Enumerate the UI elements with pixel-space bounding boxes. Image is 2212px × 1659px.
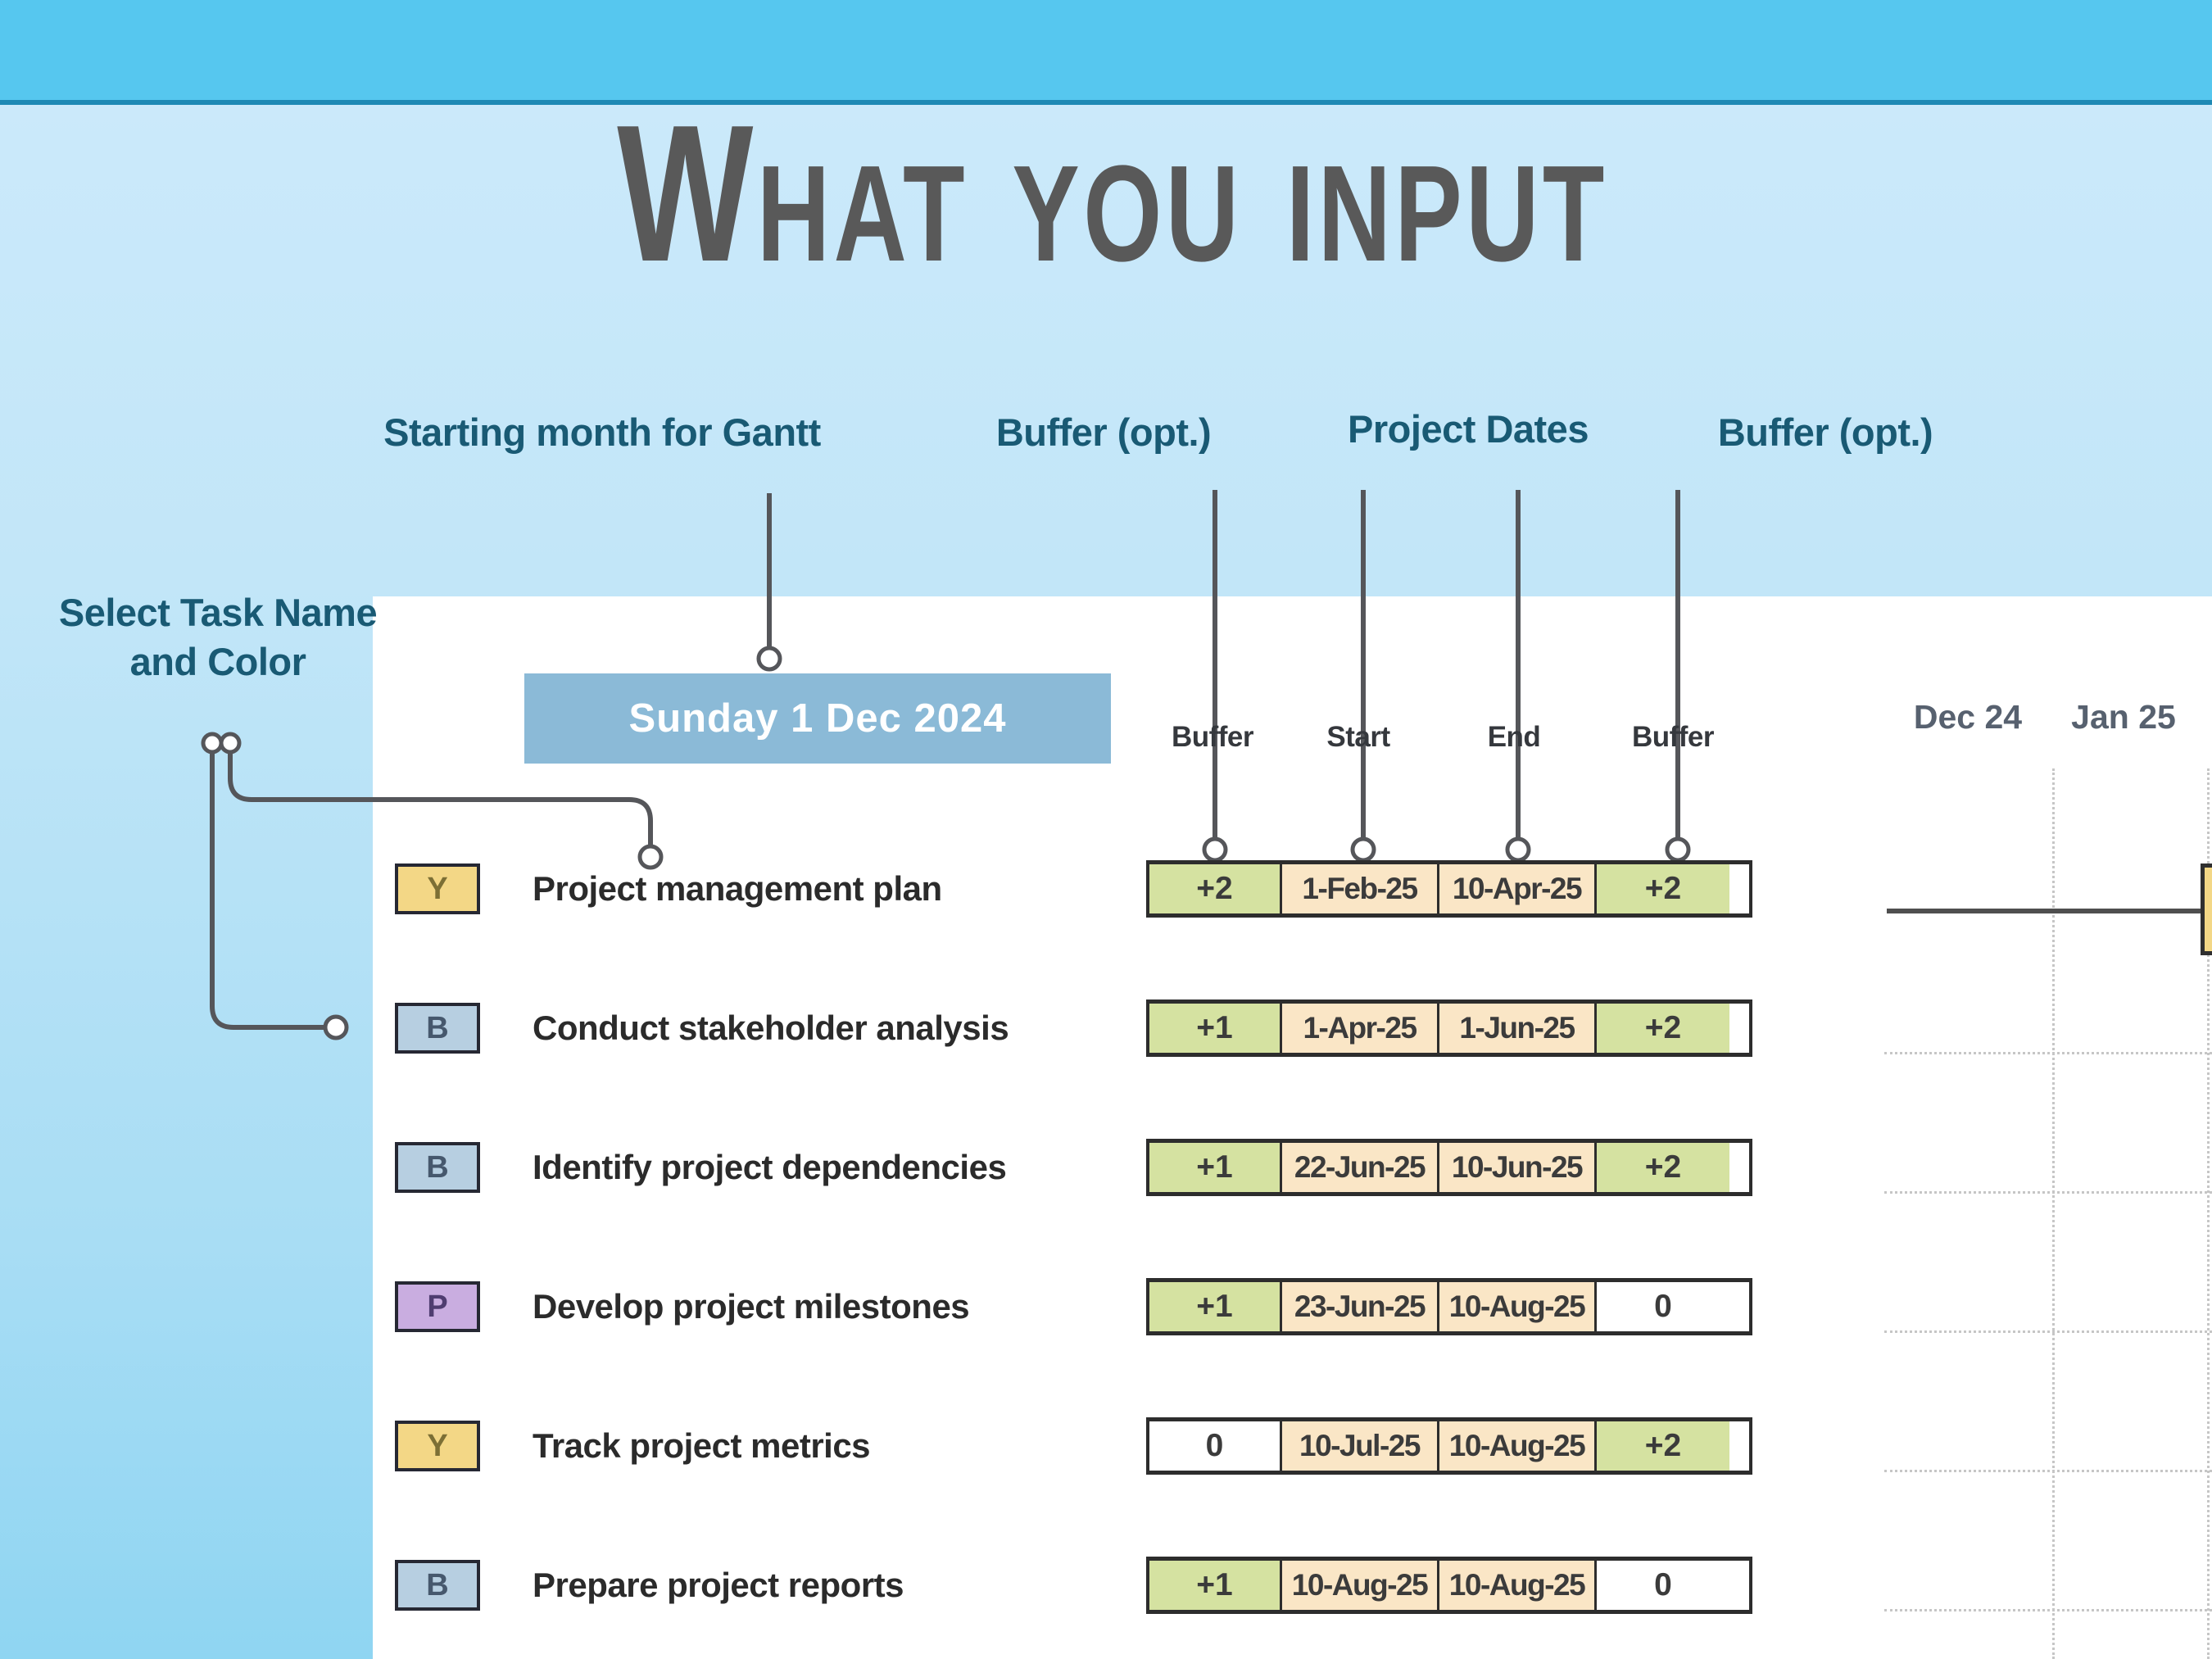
task-color-chip[interactable]: B (395, 1003, 480, 1054)
task-color-code: B (426, 1010, 449, 1045)
column-header-buffer-after: Buffer (1631, 721, 1715, 753)
buffer-after-cell[interactable]: 0 (1597, 1282, 1729, 1331)
callout-buffer-right: Buffer (opt.) (1717, 410, 1933, 454)
gantt-month-label-jan: Jan 25 (2071, 698, 2176, 736)
task-input-cells: +1 23-Jun-25 10-Aug-25 0 (1146, 1278, 1752, 1335)
gantt-month-label-dec: Dec 24 (1913, 698, 2023, 736)
gantt-row-gridline (1884, 1191, 2212, 1194)
gantt-vertical-gridline (2207, 768, 2210, 1659)
end-date-cell[interactable]: 10-Aug-25 (1439, 1282, 1597, 1331)
task-color-code: P (427, 1289, 448, 1324)
start-date-cell[interactable]: 1-Apr-25 (1282, 1004, 1439, 1053)
task-color-code: Y (427, 871, 448, 906)
gantt-task1-leader-line (1887, 909, 2201, 913)
end-date-cell[interactable]: 10-Aug-25 (1439, 1421, 1597, 1471)
end-date-cell[interactable]: 10-Apr-25 (1439, 864, 1597, 913)
buffer-after-cell[interactable]: +2 (1597, 1004, 1729, 1053)
callout-project-dates: Project Dates (1348, 407, 1589, 451)
callout-starting-month: Starting month for Gantt (383, 410, 821, 454)
column-header-buffer-before: Buffer (1171, 721, 1254, 753)
task-input-cells: +1 1-Apr-25 1-Jun-25 +2 (1146, 999, 1752, 1057)
gantt-row-gridline (1884, 1052, 2212, 1054)
task-name[interactable]: Prepare project reports (533, 1566, 904, 1604)
callout-select-task: Select Task Name and Color (5, 588, 431, 687)
task-color-code: Y (427, 1428, 448, 1463)
start-date-cell[interactable]: 23-Jun-25 (1282, 1282, 1439, 1331)
task-name[interactable]: Track project metrics (533, 1426, 871, 1465)
gantt-row-gridline (1884, 1470, 2212, 1472)
start-date-cell[interactable]: 10-Aug-25 (1282, 1561, 1439, 1610)
end-date-cell[interactable]: 10-Jun-25 (1439, 1143, 1597, 1192)
column-header-start: Start (1326, 721, 1390, 753)
task-name[interactable]: Conduct stakeholder analysis (533, 1009, 1009, 1047)
task-row: B Identify project dependencies +1 22-Ju… (0, 1139, 2212, 1196)
start-date-cell[interactable]: 1-Feb-25 (1282, 864, 1439, 913)
buffer-before-cell[interactable]: 0 (1149, 1421, 1282, 1471)
buffer-after-cell[interactable]: 0 (1597, 1561, 1729, 1610)
task-color-chip[interactable]: B (395, 1560, 480, 1611)
buffer-after-cell[interactable]: +2 (1597, 1421, 1729, 1471)
gantt-row-gridline (1884, 1330, 2212, 1333)
page-title: What you input (617, 85, 1608, 302)
callout-select-task-line2: and Color (129, 640, 306, 683)
task-name[interactable]: Develop project milestones (533, 1287, 970, 1326)
task-color-code: B (426, 1567, 449, 1602)
buffer-before-cell[interactable]: +2 (1149, 864, 1282, 913)
task-color-code: B (426, 1149, 449, 1185)
column-header-end: End (1487, 721, 1541, 753)
task-row: B Prepare project reports +1 10-Aug-25 1… (0, 1557, 2212, 1614)
task-color-chip[interactable]: Y (395, 863, 480, 914)
spreadsheet-panel (373, 596, 2212, 1659)
task-row: B Conduct stakeholder analysis +1 1-Apr-… (0, 999, 2212, 1057)
task-name[interactable]: Project management plan (533, 869, 942, 908)
task-name[interactable]: Identify project dependencies (533, 1148, 1007, 1186)
start-date-cell[interactable]: 22-Jun-25 (1282, 1143, 1439, 1192)
buffer-before-cell[interactable]: +1 (1149, 1143, 1282, 1192)
task-input-cells: 0 10-Jul-25 10-Aug-25 +2 (1146, 1417, 1752, 1475)
task-row: P Develop project milestones +1 23-Jun-2… (0, 1278, 2212, 1335)
gantt-vertical-gridline (2052, 768, 2055, 1659)
task-input-cells: +1 10-Aug-25 10-Aug-25 0 (1146, 1557, 1752, 1614)
gantt-task1-bar (2201, 863, 2212, 955)
gantt-start-date-cell[interactable]: Sunday 1 Dec 2024 (524, 673, 1111, 764)
end-date-cell[interactable]: 10-Aug-25 (1439, 1561, 1597, 1610)
task-color-chip[interactable]: Y (395, 1421, 480, 1471)
task-color-chip[interactable]: P (395, 1281, 480, 1332)
start-date-cell[interactable]: 10-Jul-25 (1282, 1421, 1439, 1471)
buffer-after-cell[interactable]: +2 (1597, 864, 1729, 913)
task-row: Y Project management plan +2 1-Feb-25 10… (0, 860, 2212, 918)
buffer-before-cell[interactable]: +1 (1149, 1282, 1282, 1331)
task-row: Y Track project metrics 0 10-Jul-25 10-A… (0, 1417, 2212, 1475)
task-input-cells: +2 1-Feb-25 10-Apr-25 +2 (1146, 860, 1752, 918)
buffer-before-cell[interactable]: +1 (1149, 1004, 1282, 1053)
buffer-after-cell[interactable]: +2 (1597, 1143, 1729, 1192)
callout-select-task-line1: Select Task Name (58, 591, 378, 634)
callout-buffer-left: Buffer (opt.) (995, 410, 1212, 454)
task-color-chip[interactable]: B (395, 1142, 480, 1193)
end-date-cell[interactable]: 1-Jun-25 (1439, 1004, 1597, 1053)
task-input-cells: +1 22-Jun-25 10-Jun-25 +2 (1146, 1139, 1752, 1196)
top-banner (0, 0, 2212, 105)
buffer-before-cell[interactable]: +1 (1149, 1561, 1282, 1610)
gantt-row-gridline (1884, 1609, 2212, 1611)
